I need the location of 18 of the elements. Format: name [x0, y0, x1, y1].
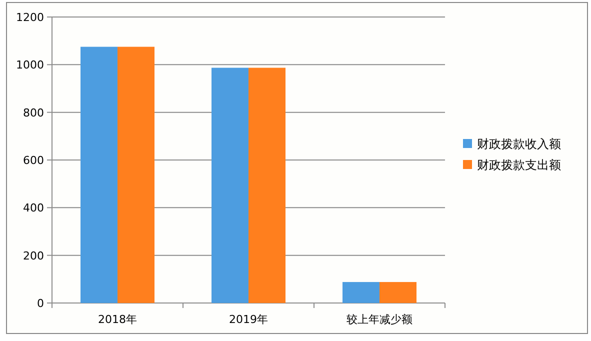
- legend-label: 财政拨款收入额: [477, 137, 561, 151]
- x-tick-label: 2018年: [98, 313, 137, 326]
- bar: [212, 68, 248, 303]
- y-tick-label: 1000: [16, 58, 44, 72]
- y-tick-label: 200: [23, 249, 44, 262]
- y-tick-label: 1200: [16, 11, 44, 24]
- bar: [118, 46, 154, 303]
- bar: [248, 68, 286, 303]
- y-tick-label: 400: [23, 202, 44, 215]
- bar: [342, 282, 380, 303]
- bar: [380, 282, 416, 303]
- y-tick-label: 600: [23, 154, 44, 167]
- legend-label: 财政拨款支出额: [477, 158, 561, 172]
- x-tick-label: 较上年减少额: [346, 313, 412, 326]
- x-tick-label: 2019年: [229, 313, 268, 326]
- y-tick-label: 0: [37, 297, 44, 310]
- y-tick-label: 800: [23, 106, 44, 120]
- bar: [80, 46, 118, 303]
